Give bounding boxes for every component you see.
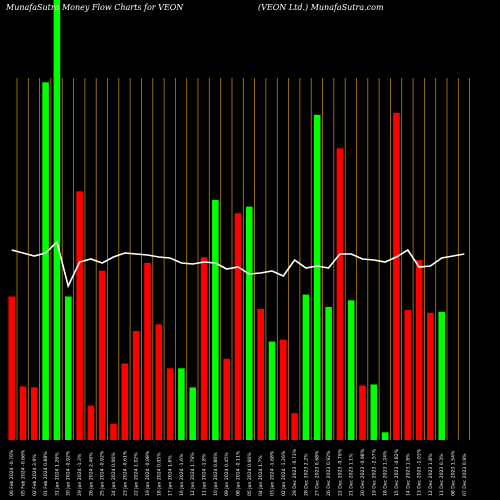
x-tick-label: 18 Jan 2024 0.05%	[156, 452, 162, 496]
volume-bar	[132, 331, 140, 440]
volume-bar	[155, 324, 163, 440]
x-tick-label: 30 Jan 2024 -0.92%	[66, 450, 72, 496]
volume-bar	[166, 368, 174, 440]
x-tick-label: 08 Dec 2023 1.54%	[451, 450, 457, 496]
volume-bar	[404, 309, 412, 440]
volume-bar	[427, 312, 434, 440]
x-tick-label: 24 Jan 2024 0.06%	[111, 452, 117, 496]
volume-bar	[347, 300, 355, 440]
volume-bar	[291, 413, 298, 440]
chart-title: MunafaSutra Money Flow Charts for VEON	[5, 3, 184, 12]
volume-bar	[370, 384, 378, 440]
x-tick-label: 25 Jan 2024 -0.92%	[100, 450, 106, 496]
volume-bar	[121, 363, 129, 440]
x-tick-label: 10 Jan 2024 0.86%	[213, 452, 219, 496]
x-tick-label: 31 Jan 2024 1.26%	[54, 452, 60, 496]
volume-bar	[325, 307, 332, 440]
volume-bar	[268, 341, 276, 440]
x-tick-label: 23 Jan 2024 -0.61%	[122, 450, 128, 496]
volume-bar	[415, 260, 423, 440]
x-tick-label: 02 Jan 2024 -1.26%	[281, 450, 287, 496]
volume-bar	[246, 206, 253, 440]
x-tick-label: 22 Dec 2023 -0.79%	[337, 448, 343, 496]
x-tick-label: 04 Jan 2024 1.7%	[258, 455, 264, 496]
volume-bar	[178, 368, 185, 440]
chart-subtitle: (VEON Ltd.) MunafaSutra.com	[258, 3, 384, 12]
volume-bar	[359, 385, 366, 440]
volume-bar	[336, 148, 344, 441]
x-tick-label: 29 Jan 2024 -1.3%	[77, 453, 83, 496]
x-tick-label: 12 Jan 2024 1.79%	[190, 452, 196, 496]
volume-bar	[53, 0, 61, 440]
x-tick-label: 28 Dec 2023 2.2%	[303, 453, 309, 496]
volume-bar	[280, 339, 287, 440]
volume-bar	[42, 82, 49, 441]
x-tick-label: 14 Dec 2023 1.8%	[405, 453, 411, 496]
volume-bar	[76, 191, 83, 440]
x-tick-label: 07 Dec 2023 0.9%	[462, 453, 468, 496]
x-tick-label: 29 Dec 2023 -0.73%	[292, 448, 298, 496]
volume-bar	[65, 296, 72, 440]
volume-bar	[144, 263, 151, 440]
volume-bar	[31, 387, 38, 440]
x-tick-label: 03 Jan 2024 -1.68%	[270, 450, 276, 496]
x-tick-label: 17 Jan 2024 1.6%	[168, 455, 174, 496]
x-tick-label: 05 Feb 2024 -0.66%	[21, 449, 27, 496]
x-tick-label: 20 Dec 2023 -0.98%	[360, 448, 366, 496]
volume-bar	[98, 270, 106, 440]
volume-bar	[313, 114, 321, 441]
x-tick-label: 26 Jan 2024 2.46%	[88, 452, 94, 496]
x-tick-label: 16 Jan 2024 -1.6%	[179, 453, 185, 496]
volume-bar	[19, 386, 27, 440]
x-tick-label: 08 Jan 2024 -0.11%	[236, 450, 242, 496]
volume-bar	[302, 294, 310, 440]
volume-bar	[438, 311, 445, 440]
volume-bar	[234, 213, 242, 440]
volume-bar	[189, 387, 196, 440]
price-line	[11, 240, 465, 289]
chart-bars	[8, 0, 445, 441]
x-tick-label: 13 Dec 2023 -1.03%	[417, 448, 423, 496]
volume-bar	[110, 423, 117, 440]
volume-bar	[212, 199, 219, 440]
x-tick-label: 26 Dec 2023 0.92%	[326, 450, 332, 496]
volume-bar	[257, 309, 264, 440]
x-tick-label: 11 Dec 2023 0.3%	[439, 453, 445, 496]
volume-bar	[223, 358, 230, 440]
x-tick-label: 02 Feb 2024 3.9%	[32, 454, 38, 496]
x-tick-label: 01 Feb 2024 0.88%	[43, 451, 49, 496]
volume-bar	[381, 432, 389, 440]
x-tick-label: 12 Dec 2023 1.8%	[428, 453, 434, 496]
x-tick-label: 22 Jan 2024 1.02%	[134, 452, 140, 496]
x-axis-tick-labels: 06 Feb 2024 -0.76% 05 Feb 2024 -0.66% 02 F…	[9, 448, 468, 496]
volume-bar	[8, 296, 15, 440]
x-tick-label: 06 Feb 2024 -0.76%	[9, 449, 15, 496]
x-tick-label: 19 Jan 2024 -0.98%	[145, 450, 151, 496]
x-tick-label: 09 Jan 2024 0.45%	[224, 452, 230, 496]
x-tick-label: 19 Dec 2023 -2.57%	[371, 448, 377, 496]
x-tick-label: 18 Dec 2023 1.24%	[383, 450, 389, 496]
chart-gridlines	[16, 78, 471, 440]
x-tick-label: 05 Jan 2024 0.66%	[247, 452, 253, 496]
volume-bar	[87, 405, 95, 440]
x-tick-label: 15 Dec 2023 -0.82%	[394, 448, 400, 496]
volume-bar	[200, 257, 208, 440]
x-tick-label: 11 Jan 2024 -1.8%	[202, 453, 208, 496]
x-tick-label: 21 Dec 2023 1.1%	[349, 453, 355, 496]
volume-bar	[393, 112, 400, 441]
x-tick-label: 27 Dec 2023 0.68%	[315, 450, 321, 496]
